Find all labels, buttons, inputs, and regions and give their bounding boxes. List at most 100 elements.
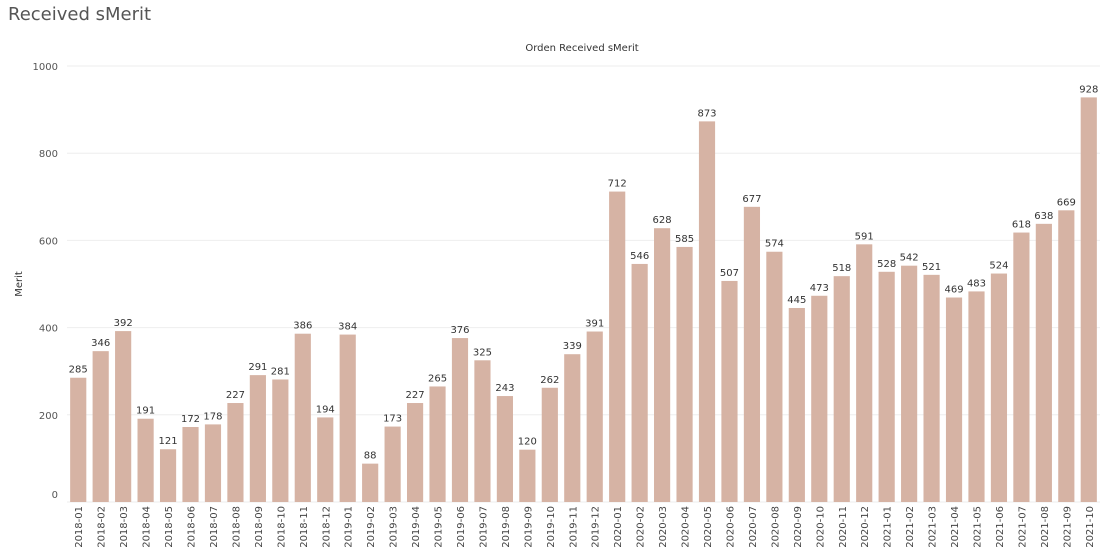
bar: [384, 426, 401, 502]
x-tick-label: 2019-01: [344, 506, 355, 548]
bar: [204, 424, 222, 502]
data-label: 227: [226, 390, 245, 401]
bar: [945, 297, 963, 502]
x-tick-label: 2021-03: [928, 506, 939, 548]
data-label: 483: [967, 278, 986, 289]
x-tick-label: 2020-10: [815, 506, 826, 548]
bar: [901, 265, 918, 502]
bar: [70, 377, 87, 502]
data-label: 618: [1012, 220, 1031, 231]
bar: [362, 463, 379, 502]
bar: [721, 280, 738, 502]
bar: [496, 396, 513, 502]
x-tick-label: 2019-03: [389, 506, 400, 548]
x-tick-label: 2020-03: [658, 506, 669, 548]
x-tick-label: 2021-07: [1017, 506, 1028, 548]
bar: [249, 375, 266, 502]
bar: [990, 273, 1008, 502]
data-label: 262: [540, 375, 559, 386]
bar: [227, 403, 244, 502]
x-tick-label: 2021-05: [972, 506, 983, 548]
data-label: 173: [383, 414, 402, 425]
y-axis-label: Merit: [14, 271, 25, 297]
x-tick-label: 2018-04: [142, 506, 153, 548]
x-tick-label: 2019-11: [568, 506, 579, 548]
bar: [406, 403, 424, 502]
bar: [272, 379, 289, 502]
x-tick-label: 2019-02: [366, 506, 377, 548]
x-tick-label: 2021-06: [995, 506, 1006, 548]
x-tick-label: 2021-01: [883, 506, 894, 548]
bar: [1080, 97, 1097, 502]
data-label: 291: [248, 362, 267, 373]
bar: [1035, 223, 1052, 502]
x-tick-label: 2021-04: [950, 506, 961, 548]
bar: [968, 291, 985, 502]
x-tick-label: 2018-01: [74, 506, 85, 548]
data-label: 542: [900, 253, 919, 264]
data-label: 191: [136, 406, 155, 417]
data-label: 88: [364, 451, 377, 462]
bar: [317, 417, 334, 502]
bar: [923, 274, 940, 502]
data-label: 521: [922, 262, 941, 273]
x-tick-label: 2019-12: [591, 506, 602, 548]
data-label: 574: [765, 239, 784, 250]
data-label: 325: [473, 347, 492, 358]
data-label: 507: [720, 268, 739, 279]
data-label: 928: [1079, 84, 1098, 95]
bar: [92, 351, 109, 502]
x-tick-label: 2019-07: [478, 506, 489, 548]
x-tick-label: 2019-04: [411, 506, 422, 548]
data-label: 628: [653, 215, 672, 226]
y-tick-label: 400: [39, 324, 58, 335]
data-label: 339: [563, 341, 582, 352]
x-tick-label: 2019-09: [523, 506, 534, 548]
data-label: 524: [989, 261, 1008, 272]
x-tick-label: 2018-09: [254, 506, 265, 548]
bar: [654, 228, 671, 502]
bar: [766, 251, 783, 502]
data-label: 445: [787, 295, 806, 306]
bar: [519, 449, 536, 502]
bar: [856, 244, 873, 502]
data-label: 285: [69, 365, 88, 376]
bar: [137, 418, 154, 502]
y-tick-label: 0: [52, 490, 58, 501]
data-label: 638: [1034, 211, 1053, 222]
data-label: 469: [944, 285, 963, 296]
x-tick-label: 2020-06: [725, 506, 736, 548]
data-label: 178: [203, 411, 222, 422]
x-tick-label: 2021-10: [1085, 506, 1096, 548]
data-label: 391: [585, 319, 604, 330]
bar: [159, 449, 177, 502]
x-tick-label: 2018-08: [231, 506, 242, 548]
x-tick-label: 2019-06: [456, 506, 467, 548]
data-label: 677: [742, 194, 761, 205]
x-tick-label: 2021-02: [905, 506, 916, 548]
x-tick-label: 2019-05: [434, 506, 445, 548]
x-tick-label: 2020-12: [860, 506, 871, 548]
bar: [631, 263, 648, 502]
x-tick-label: 2019-10: [546, 506, 557, 548]
x-tick-label: 2020-11: [838, 506, 849, 548]
data-label: 546: [630, 251, 649, 262]
bar: [541, 387, 558, 502]
bar: [294, 333, 311, 502]
data-label: 265: [428, 373, 447, 384]
bar: [676, 246, 693, 502]
data-label: 172: [181, 414, 200, 425]
x-tick-label: 2021-08: [1040, 506, 1051, 548]
y-tick-label: 200: [39, 411, 58, 422]
bar: [833, 276, 850, 502]
data-label: 384: [338, 322, 357, 333]
x-tick-label: 2020-01: [613, 506, 624, 548]
bar: [586, 331, 603, 502]
bar: [1013, 232, 1030, 502]
data-label: 227: [406, 390, 425, 401]
data-label: 376: [450, 325, 469, 336]
data-label: 386: [293, 321, 312, 332]
x-tick-label: 2018-11: [299, 506, 310, 548]
x-tick-label: 2018-02: [97, 506, 108, 548]
